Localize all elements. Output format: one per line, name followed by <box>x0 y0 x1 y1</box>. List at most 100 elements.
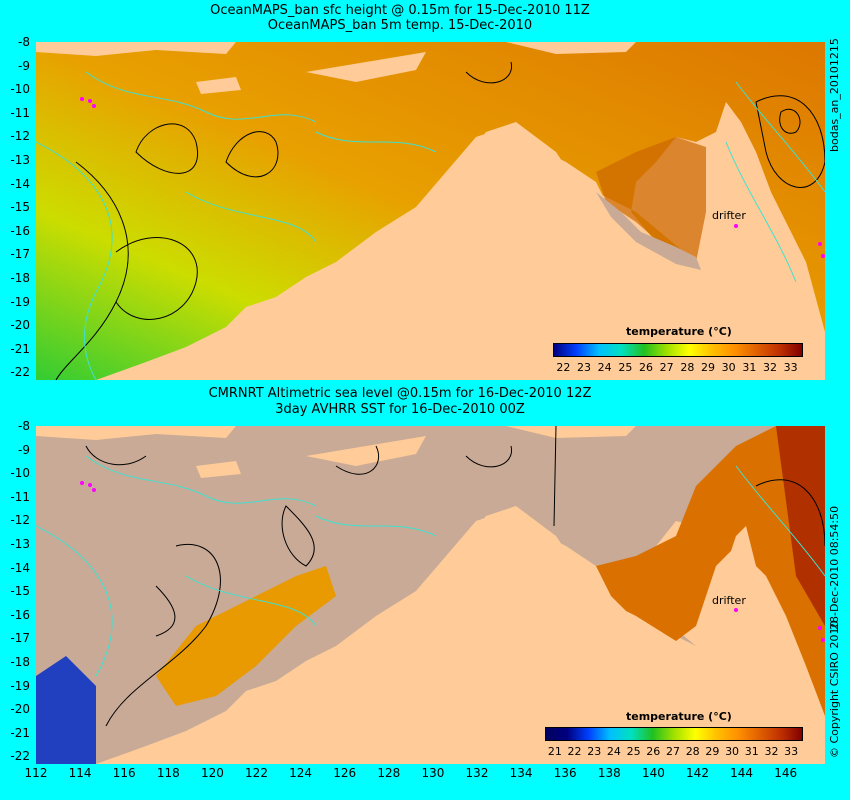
bottom-side-copyright: © Copyright CSIRO 2010 <box>828 620 841 758</box>
bottom-title-line2: 3day AVHRR SST for 16-Dec-2010 00Z <box>275 402 525 417</box>
top-lat-tick: -10 <box>10 82 30 97</box>
top-gulf-area <box>596 137 706 262</box>
bottom-island-ne <box>506 426 636 438</box>
bottom-colorbar-title: temperature (°C) <box>626 710 732 723</box>
top-lat-tick: -9 <box>18 58 30 73</box>
top-island-sumba <box>196 77 241 94</box>
lon-tick: 124 <box>289 766 313 780</box>
top-side-label: bodas_an_20101215 <box>828 38 841 152</box>
bottom-colorbar-label: 26 <box>646 745 661 758</box>
bottom-lat-tick: -12 <box>10 513 30 528</box>
lon-tick: 146 <box>774 766 798 780</box>
bottom-lat-tick: -9 <box>18 442 30 457</box>
top-island-ne <box>506 42 636 54</box>
bottom-map-svg <box>36 426 825 764</box>
bottom-colorbar-label: 28 <box>685 745 700 758</box>
top-lat-tick: -11 <box>10 105 30 120</box>
bottom-side-timestamp: 28-Dec-2010 08:54:50 <box>828 505 841 630</box>
top-lat-tick: -14 <box>10 176 30 191</box>
top-shore-band <box>596 192 701 270</box>
bottom-altimetry-contours <box>36 455 825 677</box>
lon-tick: 120 <box>200 766 224 780</box>
top-drifter-markers <box>80 97 825 258</box>
lon-tick: 134 <box>509 766 533 780</box>
bottom-colorbar-label: 23 <box>587 745 602 758</box>
top-colorbar-label: 24 <box>597 361 612 374</box>
bottom-ssh-contours <box>85 426 825 727</box>
lon-tick: 132 <box>465 766 489 780</box>
top-colorbar-label: 23 <box>577 361 591 374</box>
bottom-island-sumba <box>196 461 241 478</box>
bottom-map-panel <box>36 426 825 764</box>
top-colorbar-label: 30 <box>721 361 736 374</box>
bottom-lat-tick: -19 <box>10 678 30 693</box>
bottom-colorbar-label: 25 <box>626 745 641 758</box>
bottom-colorbar-label: 21 <box>547 745 562 758</box>
lon-tick: 126 <box>333 766 357 780</box>
top-map-svg <box>36 42 825 380</box>
bottom-colorbar <box>545 727 803 741</box>
top-lat-tick: -16 <box>10 223 30 238</box>
lon-tick: 122 <box>245 766 268 780</box>
top-lat-tick: -18 <box>10 271 30 285</box>
top-colorbar-title: temperature (°C) <box>626 325 732 338</box>
top-lat-tick: -12 <box>10 129 30 144</box>
top-colorbar-label: 27 <box>659 361 674 374</box>
bottom-lat-tick: -11 <box>10 489 30 504</box>
top-lat-tick: -21 <box>10 341 30 356</box>
bottom-sst-ne <box>776 426 825 626</box>
bottom-lat-tick: -21 <box>10 725 30 740</box>
lon-tick: 116 <box>112 766 136 780</box>
bottom-colorbar-label: 31 <box>744 745 759 758</box>
bottom-sst-coastal <box>156 566 336 706</box>
top-lat-tick: -19 <box>10 294 30 309</box>
lon-tick: 136 <box>553 766 577 780</box>
top-colorbar-label: 29 <box>701 361 715 374</box>
top-title-line2: OceanMAPS_ban 5m temp. 15-Dec-2010 <box>267 18 533 33</box>
bottom-drifter-markers <box>80 481 825 642</box>
bottom-colorbar-label: 27 <box>666 745 680 758</box>
bottom-lat-tick: -16 <box>10 607 30 622</box>
top-lat-tick: -22 <box>10 365 30 380</box>
bottom-colorbar-label: 32 <box>764 745 779 758</box>
top-lat-tick: -8 <box>18 35 30 49</box>
top-colorbar <box>553 343 803 357</box>
bottom-sst-cold <box>36 656 96 764</box>
top-colorbar-label: 32 <box>763 361 777 374</box>
lon-tick: 118 <box>156 766 180 780</box>
top-drifter-label: drifter <box>712 209 746 222</box>
top-sea-area <box>36 42 825 380</box>
top-map-panel <box>36 42 825 380</box>
bottom-title-line1: CMRNRT Altimetric sea level @0.15m for 1… <box>208 386 592 401</box>
bottom-drifter-label: drifter <box>712 594 746 607</box>
bottom-island-north <box>36 426 236 440</box>
top-colorbar-label: 33 <box>783 361 798 374</box>
top-lat-tick: -17 <box>10 247 30 262</box>
top-altimetry-contours <box>36 71 825 380</box>
bottom-colorbar-label: 24 <box>606 745 621 758</box>
top-colorbar-label: 22 <box>556 361 571 374</box>
bottom-colorbar-label: 22 <box>567 745 582 758</box>
top-lat-tick: -15 <box>10 200 30 215</box>
bottom-colorbar-label: 30 <box>725 745 740 758</box>
top-lat-tick: -20 <box>10 318 30 333</box>
bottom-lat-tick: -8 <box>18 419 30 433</box>
bottom-lat-tick: -22 <box>10 749 30 764</box>
lon-tick: 144 <box>730 766 754 780</box>
bottom-colorbar-label: 29 <box>705 745 720 758</box>
top-lat-tick: -13 <box>10 153 30 167</box>
top-colorbar-label: 25 <box>618 361 633 374</box>
lon-tick: 112 <box>24 766 48 780</box>
lon-tick: 130 <box>421 766 445 780</box>
top-island-timor <box>306 52 426 82</box>
lon-tick: 128 <box>377 766 401 780</box>
bottom-lat-tick: -17 <box>10 631 30 646</box>
top-ssh-contours <box>55 61 825 380</box>
top-island-north <box>36 42 236 56</box>
bottom-lat-tick: -10 <box>10 466 30 481</box>
top-title-line1: OceanMAPS_ban sfc height @ 0.15m for 15-… <box>210 3 590 18</box>
bottom-colorbar-label: 33 <box>784 745 799 758</box>
bottom-island-timor <box>306 436 426 466</box>
bottom-sst-gulf <box>566 426 825 716</box>
bottom-australia-land <box>96 511 825 764</box>
